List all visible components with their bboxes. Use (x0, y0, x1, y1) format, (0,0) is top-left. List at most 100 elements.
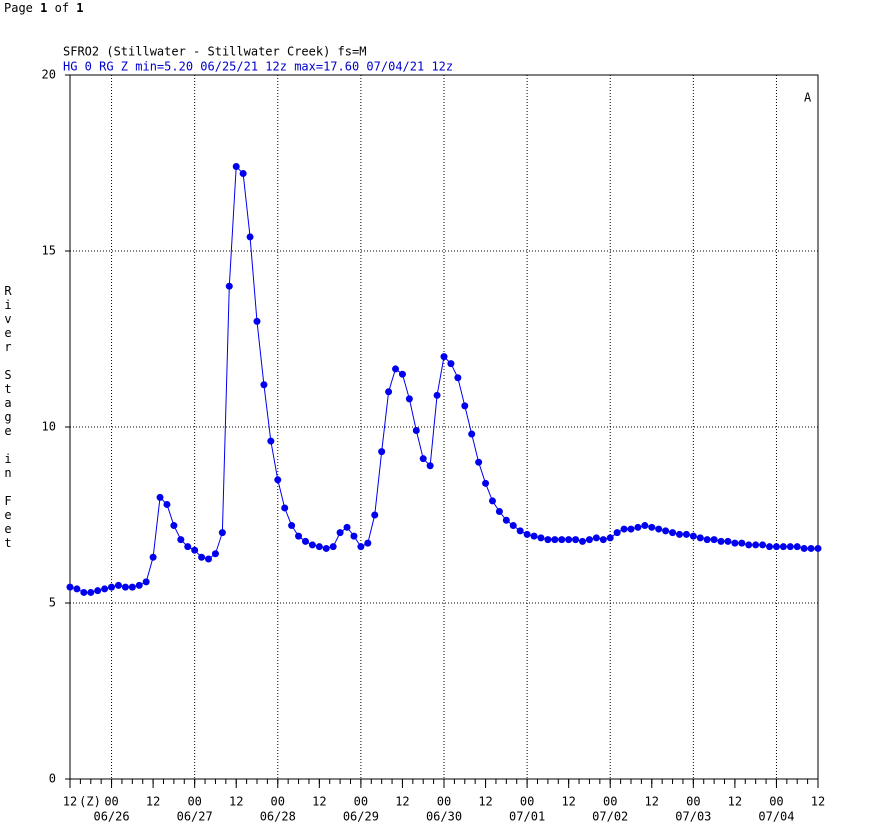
data-point (301, 537, 309, 545)
data-point (558, 536, 566, 544)
x-tick-label: 00 (437, 795, 451, 809)
data-point (225, 282, 233, 290)
data-point (461, 402, 469, 410)
data-point (641, 522, 649, 530)
data-point (523, 530, 531, 538)
data-point (170, 522, 178, 530)
x-tick-label: 12 (811, 795, 825, 809)
data-point (565, 536, 573, 544)
data-point (482, 479, 490, 487)
data-point (682, 530, 690, 538)
y-tick-label: 10 (42, 420, 56, 434)
data-point (599, 536, 607, 544)
data-point (295, 532, 303, 540)
data-point (627, 525, 635, 533)
data-point (114, 581, 122, 589)
data-point (807, 544, 815, 552)
data-point (655, 525, 663, 533)
data-point (177, 536, 185, 544)
y-tick-label: 15 (42, 244, 56, 258)
data-point (336, 529, 344, 537)
data-point (281, 504, 289, 512)
y-tick-label: 20 (42, 68, 56, 82)
data-point (648, 523, 656, 531)
data-point (350, 532, 358, 540)
data-point (634, 523, 642, 531)
data-point (364, 539, 372, 547)
data-point (703, 536, 711, 544)
data-point (163, 500, 171, 508)
x-tick-label: 12 (645, 795, 659, 809)
data-point (447, 360, 455, 368)
data-point (385, 388, 393, 396)
day-label: 06/30 (426, 810, 462, 824)
data-point (759, 541, 767, 549)
data-point (419, 455, 427, 463)
data-point (662, 527, 670, 535)
data-point (198, 553, 206, 561)
x-tick-label: 00 (686, 795, 700, 809)
chart-title: SFRO2 (Stillwater - Stillwater Creek) fs… (63, 45, 366, 59)
data-point (398, 370, 406, 378)
data-point (156, 493, 164, 501)
data-point (87, 588, 95, 596)
corner-label: A (804, 91, 812, 105)
data-point (232, 163, 240, 171)
x-tick-label: 00 (603, 795, 617, 809)
data-point (73, 585, 81, 593)
day-label: 06/27 (177, 810, 213, 824)
data-point (253, 317, 261, 325)
data-point (378, 448, 386, 456)
day-label: 07/03 (675, 810, 711, 824)
data-point (149, 553, 157, 561)
data-point (440, 353, 448, 361)
data-point (551, 536, 559, 544)
data-point (745, 541, 753, 549)
data-point (308, 541, 316, 549)
x-tick-label: 12 (229, 795, 243, 809)
data-point (121, 583, 129, 591)
data-point (530, 532, 538, 540)
chart-subtitle: HG 0 RG Z min=5.20 06/25/21 12z max=17.6… (63, 60, 453, 74)
data-point (191, 546, 199, 554)
x-tick-label: 12 (312, 795, 326, 809)
data-point (509, 522, 517, 530)
data-point (779, 543, 787, 551)
day-label: 07/04 (758, 810, 794, 824)
data-point (108, 583, 116, 591)
data-point (246, 233, 254, 241)
x-tick-label: 00 (104, 795, 118, 809)
x-tick-label: 12 (395, 795, 409, 809)
x-tick-label: 00 (520, 795, 534, 809)
data-point (579, 537, 587, 545)
day-label: 06/26 (93, 810, 129, 824)
data-point (606, 534, 614, 542)
data-point (218, 529, 226, 537)
y-tick-label: 0 (49, 772, 56, 786)
data-point (620, 525, 628, 533)
data-point (572, 536, 580, 544)
day-label: 07/02 (592, 810, 628, 824)
data-point (689, 532, 697, 540)
data-point (495, 507, 503, 515)
data-point (675, 530, 683, 538)
y-tick-label: 5 (49, 596, 56, 610)
data-point (392, 365, 400, 373)
data-point (274, 476, 282, 484)
x-tick-label: 00 (187, 795, 201, 809)
data-point (94, 587, 102, 595)
data-point (592, 534, 600, 542)
data-point (717, 537, 725, 545)
x-tick-label: 12 (478, 795, 492, 809)
data-point (488, 497, 496, 505)
data-point (710, 536, 718, 544)
x-tick-label: 00 (769, 795, 783, 809)
data-point (516, 527, 524, 535)
data-point (766, 543, 774, 551)
data-point (731, 539, 739, 547)
y-axis-label: River Stage in Feet (1, 284, 15, 550)
data-point (544, 536, 552, 544)
data-point (239, 170, 247, 178)
